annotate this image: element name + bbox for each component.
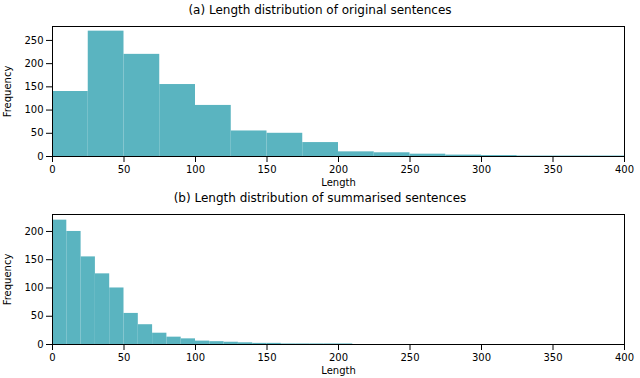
svg-text:200: 200 [24, 226, 43, 237]
svg-text:350: 350 [543, 164, 562, 175]
svg-text:Frequency: Frequency [2, 66, 13, 118]
html-text:(a) Length distribution of ori: (a) Length distribution of original sent… [188, 3, 452, 17]
svg-text:400: 400 [615, 164, 634, 175]
svg-text:150: 150 [257, 352, 276, 363]
svg-text:0: 0 [49, 164, 55, 175]
svg-text:0: 0 [37, 339, 43, 350]
svg-text:100: 100 [186, 352, 205, 363]
svg-text:200: 200 [329, 352, 348, 363]
svg-text:400: 400 [615, 352, 634, 363]
svg-text:Length: Length [321, 365, 356, 376]
svg-text:100: 100 [186, 164, 205, 175]
svg-text:200: 200 [24, 58, 43, 69]
svg-text:50: 50 [118, 164, 131, 175]
svg-text:Length: Length [321, 177, 356, 188]
svg-text:200: 200 [329, 164, 348, 175]
svg-text:50: 50 [118, 352, 131, 363]
svg-text:250: 250 [400, 352, 419, 363]
svg-text:300: 300 [472, 164, 491, 175]
svg-text:0: 0 [37, 151, 43, 162]
svg-text:100: 100 [24, 282, 43, 293]
svg-text:50: 50 [31, 310, 44, 321]
svg-text:350: 350 [543, 352, 562, 363]
html-text:(b) Length distribution of sum: (b) Length distribution of summarised se… [173, 191, 467, 205]
svg-text:0: 0 [49, 352, 55, 363]
svg-text:100: 100 [24, 104, 43, 115]
svg-text:250: 250 [400, 164, 419, 175]
svg-text:150: 150 [24, 81, 43, 92]
svg-text:300: 300 [472, 352, 491, 363]
svg-text:50: 50 [31, 127, 44, 138]
svg-text:Frequency: Frequency [2, 254, 13, 306]
svg-text:150: 150 [257, 164, 276, 175]
svg-text:150: 150 [24, 254, 43, 265]
svg-text:250: 250 [24, 35, 43, 46]
